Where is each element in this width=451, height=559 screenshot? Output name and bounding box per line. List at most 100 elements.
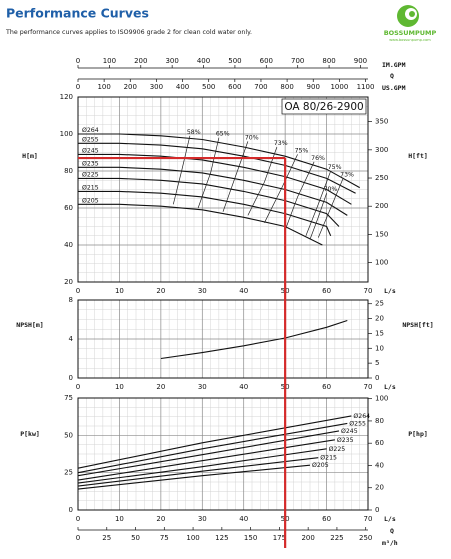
x2-tick-label: 75 [160,534,169,542]
y-tick-label: 75 [64,394,73,402]
series-label: Ø205 [312,461,329,469]
y2-tick-label: 150 [375,230,388,238]
x2-tick-label: 300 [165,57,178,65]
y2-tick-label: 350 [375,118,388,126]
x2-tick-label: 225 [330,534,343,542]
efficiency-curve [172,135,191,205]
y2-tick-label: 0 [375,506,379,514]
x-tick-label: 0 [76,515,80,523]
series-label: Ø235 [82,159,99,167]
x2-axis-label: m³/h [382,539,398,547]
x2-tick-label: 175 [273,534,286,542]
series-label: Ø235 [337,436,354,444]
y-tick-label: 60 [64,204,73,212]
logo-name: BOSSUMPUMP [384,29,437,37]
series-line [77,464,311,490]
y2-tick-label: 300 [375,146,388,154]
plot-frame [77,299,369,379]
x2-tick-label: 700 [254,83,267,91]
logo-icon [409,11,415,17]
series-line [77,439,335,481]
y-tick-label: 20 [64,278,73,286]
page-title: Performance Curves [6,6,149,21]
efficiency-label: 65% [216,131,230,138]
q-label: Q [390,527,394,535]
series-line [78,133,360,189]
series-label: Ø215 [82,183,99,191]
y-axis-label: P[kw] [20,430,40,438]
series-label: Ø255 [349,419,366,427]
y-tick-label: 50 [64,431,73,439]
x-tick-label: 30 [198,383,207,391]
x-tick-label: 20 [156,383,165,391]
series-line [78,177,340,227]
x2-tick-label: 1100 [357,83,375,91]
efficiency-curve [264,154,298,223]
x-tick-label: 40 [239,383,248,391]
x2-tick-label: 125 [215,534,228,542]
efficiency-curve [222,141,249,212]
series-label: Ø215 [320,454,337,462]
series-label: Ø225 [82,170,99,178]
x-tick-label: 10 [115,515,124,523]
x-tick-label: 70 [364,383,373,391]
y2-tick-label: 40 [375,461,384,469]
efficiency-label: 75% [328,164,342,171]
y2-tick-label: 10 [375,344,384,352]
y2-axis-label: H[ft] [408,152,428,160]
y-axis-label: NPSH[m] [16,321,43,329]
x-axis-label: L/s [384,287,396,295]
x2-tick-label: 25 [102,534,111,542]
x-tick-label: 60 [322,515,331,523]
series-label: Ø245 [341,427,358,435]
x2-tick-label: 200 [134,57,147,65]
x-tick-label: 40 [239,287,248,295]
x2-axis-label: US.GPM [382,84,406,92]
series-label: Ø225 [329,445,346,453]
x2-tick-label: 150 [244,534,257,542]
y2-tick-label: 20 [375,315,384,323]
series-line [78,190,332,237]
series-label: Ø264 [353,412,370,420]
y2-tick-label: 20 [375,484,384,492]
plot-frame [77,96,369,283]
series-label: Ø245 [82,146,99,154]
x-tick-label: 70 [364,287,373,295]
series-line [77,457,319,487]
x2-tick-label: 0 [76,83,80,91]
y2-tick-label: 25 [375,300,384,308]
x2-tick-label: 900 [354,57,367,65]
logo: BOSSUMPUMP www.bossunpump.com [384,5,437,42]
y-axis-label: H[m] [22,152,38,160]
x-tick-label: 0 [76,383,80,391]
x-tick-label: 40 [239,515,248,523]
y-tick-label: 0 [69,506,73,514]
series-label: Ø264 [82,126,99,134]
efficiency-label: 70% [245,134,259,141]
x-tick-label: 60 [322,287,331,295]
model-box [281,98,367,115]
efficiency-curve [305,170,332,236]
series-line [78,142,356,194]
x2-tick-label: 300 [150,83,163,91]
y-tick-label: 8 [69,296,73,304]
y2-tick-label: 15 [375,329,384,337]
y2-tick-label: 100 [375,395,388,403]
x2-tick-label: 700 [291,57,304,65]
x2-tick-label: 0 [76,57,80,65]
y-tick-label: 40 [64,241,73,249]
efficiency-curve [284,161,315,231]
model-label: OA 80/26-2900 [284,101,363,113]
x2-tick-label: 800 [322,57,335,65]
x-tick-label: 20 [156,287,165,295]
q-label: Q [390,72,394,80]
x2-axis-label: IM.GPM [382,61,406,69]
y2-tick-label: 100 [375,259,388,267]
y-tick-label: 4 [69,335,74,343]
x2-tick-label: 400 [176,83,189,91]
efficiency-curve [317,178,344,238]
y2-tick-label: 60 [375,439,384,447]
x2-tick-label: 0 [76,534,80,542]
y2-tick-label: 0 [375,374,379,382]
